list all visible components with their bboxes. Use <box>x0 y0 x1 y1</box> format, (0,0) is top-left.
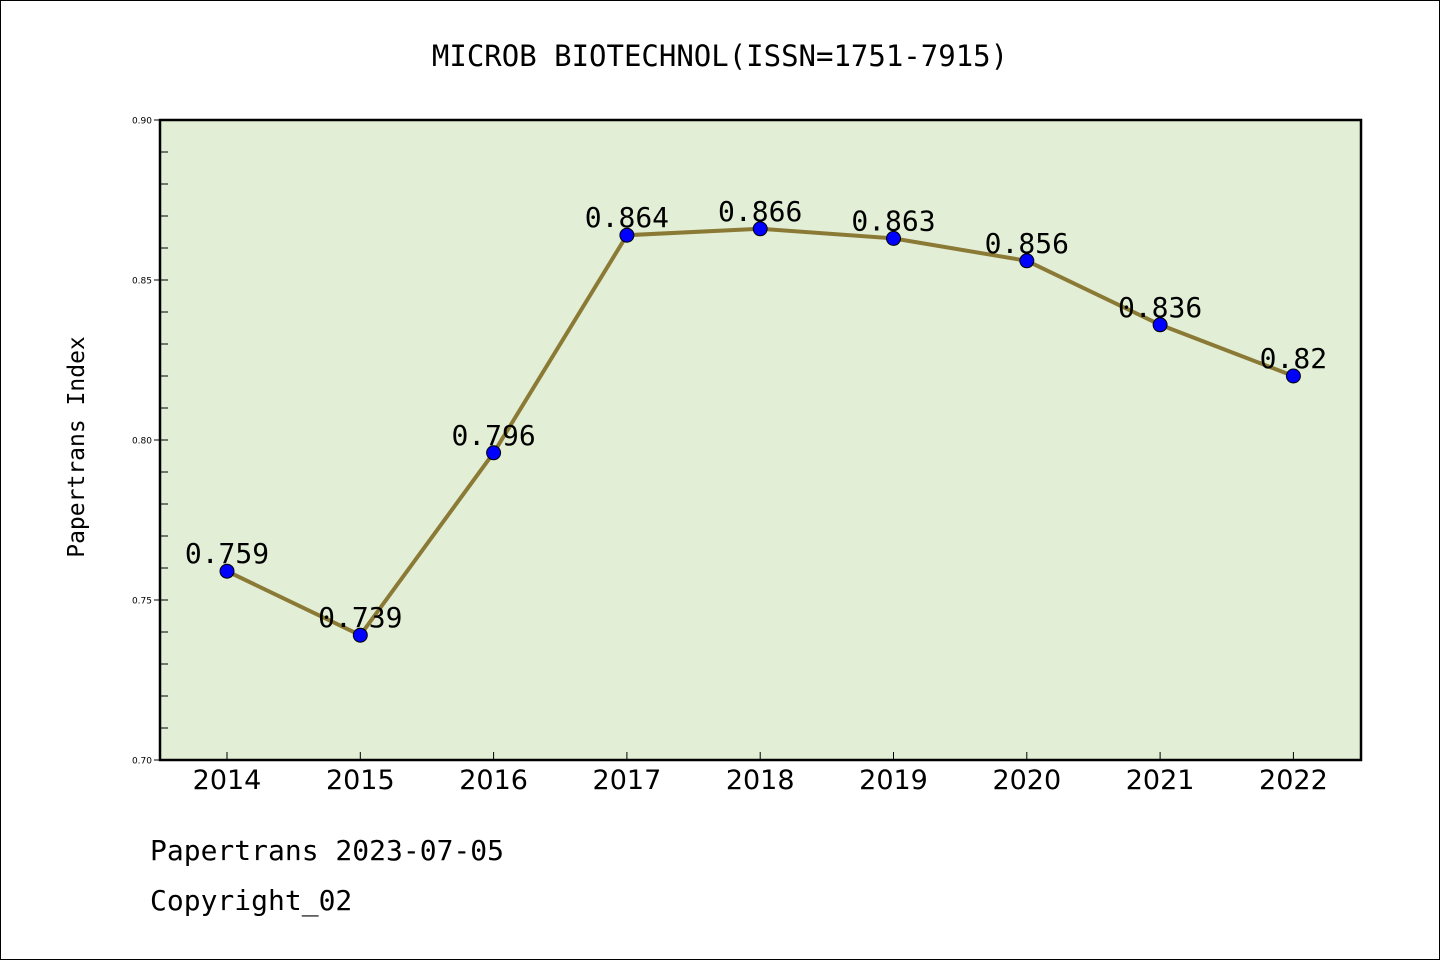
x-tick-labels: 2014 2015 2016 2017 2018 2019 2020 2021 2022 <box>193 765 1328 796</box>
x-tick-label: 2019 <box>859 765 928 796</box>
y-tick-label: 0.70 <box>132 757 152 767</box>
x-ticks <box>226 752 1294 760</box>
x-tick-label: 2018 <box>726 765 795 796</box>
data-label: 0.856 <box>985 227 1069 260</box>
data-point <box>219 563 235 579</box>
x-tick-label: 2021 <box>1126 765 1195 796</box>
data-point <box>486 445 502 461</box>
data-label: 0.866 <box>718 195 802 228</box>
y-tick-label: 0.85 <box>132 277 152 287</box>
plot-border <box>158 118 1363 762</box>
data-label: 0.864 <box>585 201 669 234</box>
data-label: 0.759 <box>185 537 269 570</box>
data-label: 0.82 <box>1260 342 1327 375</box>
data-point <box>886 230 901 246</box>
x-tick-label: 2016 <box>459 765 528 796</box>
data-markers <box>219 221 1301 643</box>
data-label: 0.863 <box>851 204 935 237</box>
data-label: 0.836 <box>1118 291 1202 324</box>
data-point <box>1152 317 1168 333</box>
data-label: 0.796 <box>451 419 535 452</box>
x-tick-label: 2020 <box>992 765 1061 796</box>
data-point <box>619 227 635 243</box>
y-tick-label: 0.90 <box>132 117 152 127</box>
data-point <box>1285 368 1301 384</box>
y-tick-labels: 0.70 0.75 0.80 0.85 0.90 <box>132 117 152 767</box>
y-minor-ticks <box>160 119 168 761</box>
y-axis-label: Papertrans Index <box>64 336 90 558</box>
x-tick-label: 2015 <box>326 765 395 796</box>
data-point <box>752 221 768 237</box>
x-tick-label: 2017 <box>593 765 662 796</box>
y-tick-label: 0.75 <box>132 597 152 607</box>
footer-copyright: Copyright_02 <box>150 884 353 917</box>
data-labels: 0.759 0.739 0.796 0.864 0.866 0.863 0.856 0.836… <box>185 195 1327 634</box>
chart-title: MICROB BIOTECHNOL(ISSN=1751-7915) <box>432 39 1008 73</box>
x-tick-label: 2022 <box>1259 765 1328 796</box>
y-tick-label: 0.80 <box>132 437 152 447</box>
data-label: 0.739 <box>318 601 402 634</box>
data-point <box>1019 253 1035 269</box>
data-point <box>352 627 368 643</box>
footer-date: Papertrans 2023-07-05 <box>150 834 505 867</box>
x-tick-label: 2014 <box>193 765 262 796</box>
